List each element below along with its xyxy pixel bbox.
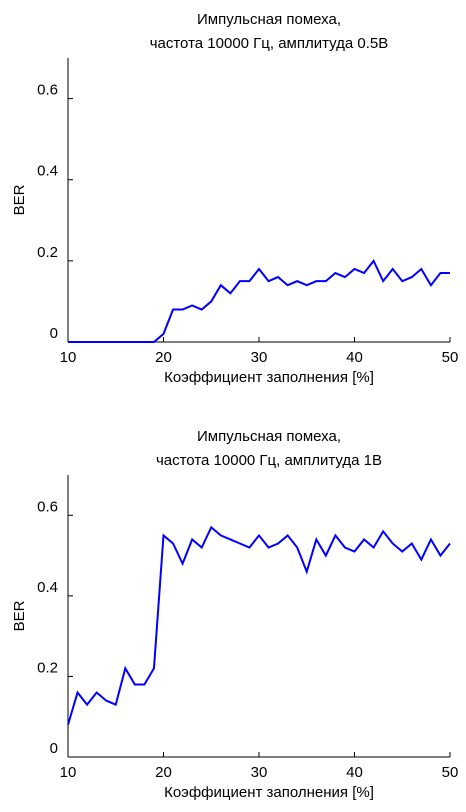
y-axis-label: BER [11,600,28,631]
y-tick-label: 0.6 [37,82,58,99]
chart-title: частота 10000 Гц, амплитуда 0.5В [150,35,389,52]
y-tick-label: 0.4 [37,163,58,180]
chart-title: Импульсная помеха, [197,11,341,28]
x-tick-label: 40 [346,349,363,366]
y-axis-label: BER [11,184,28,215]
data-line [68,258,450,343]
x-axis-label: Коэффициент заполнения [%] [164,369,374,386]
x-tick-label: 30 [251,349,268,366]
chart-title: частота 10000 Гц, амплитуда 1В [156,452,382,469]
x-tick-label: 40 [346,764,363,781]
y-tick-label: 0 [50,740,58,757]
x-tick-label: 50 [442,764,459,781]
y-tick-label: 0 [50,325,58,342]
x-tick-label: 10 [60,764,77,781]
x-tick-label: 10 [60,349,77,366]
x-tick-label: 30 [251,764,268,781]
x-axis-label: Коэффициент заполнения [%] [164,784,374,801]
data-line [67,525,451,726]
y-tick-label: 0.4 [37,579,58,596]
y-tick-label: 0.2 [37,659,58,676]
x-tick-label: 50 [442,349,459,366]
y-tick-label: 0.6 [37,498,58,515]
x-tick-label: 20 [155,764,172,781]
y-tick-label: 0.2 [37,244,58,261]
chart-title: Импульсная помеха, [197,428,341,445]
x-tick-label: 20 [155,349,172,366]
